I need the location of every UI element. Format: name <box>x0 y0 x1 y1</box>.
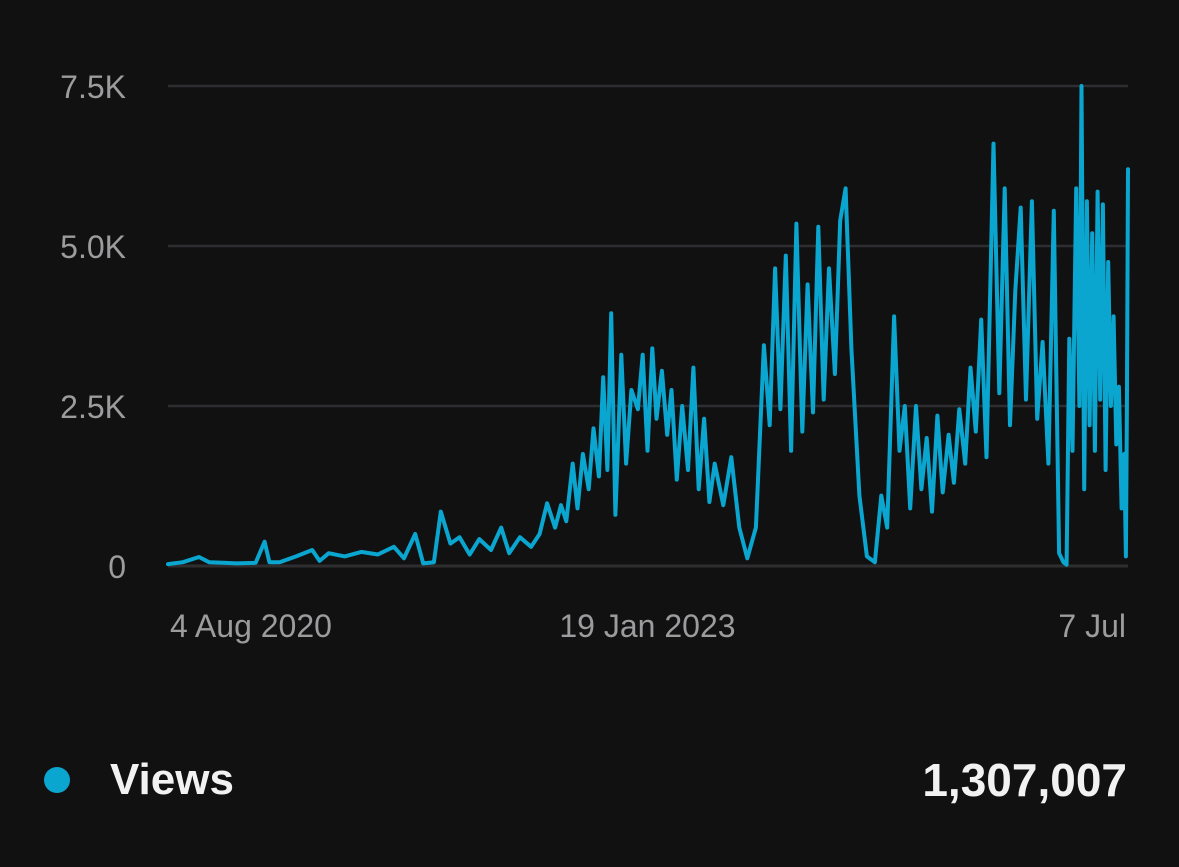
y-tick-label: 2.5K <box>60 389 126 425</box>
x-axis-ticks: 4 Aug 2020 19 Jan 2023 7 Jul <box>170 608 1126 644</box>
y-tick-label: 5.0K <box>60 229 126 265</box>
views-line-chart: 7.5K 5.0K 2.5K 0 4 Aug 2020 19 Jan 2023 7 Jul <box>60 69 1130 644</box>
legend-label: Views <box>110 755 234 804</box>
series-line-views <box>166 84 1130 567</box>
series-layer <box>166 84 1130 567</box>
x-tick-label: 4 Aug 2020 <box>170 608 332 644</box>
x-tick-label: 7 Jul <box>1058 608 1126 644</box>
legend-dot-icon <box>44 767 70 793</box>
grid-layer <box>168 84 1128 568</box>
x-tick-label: 19 Jan 2023 <box>559 608 735 644</box>
y-axis-ticks: 7.5K 5.0K 2.5K 0 <box>60 69 126 585</box>
legend: Views 1,307,007 <box>44 748 1127 812</box>
y-tick-label: 0 <box>108 549 126 585</box>
views-total: 1,307,007 <box>922 754 1127 806</box>
y-tick-label: 7.5K <box>60 69 126 105</box>
